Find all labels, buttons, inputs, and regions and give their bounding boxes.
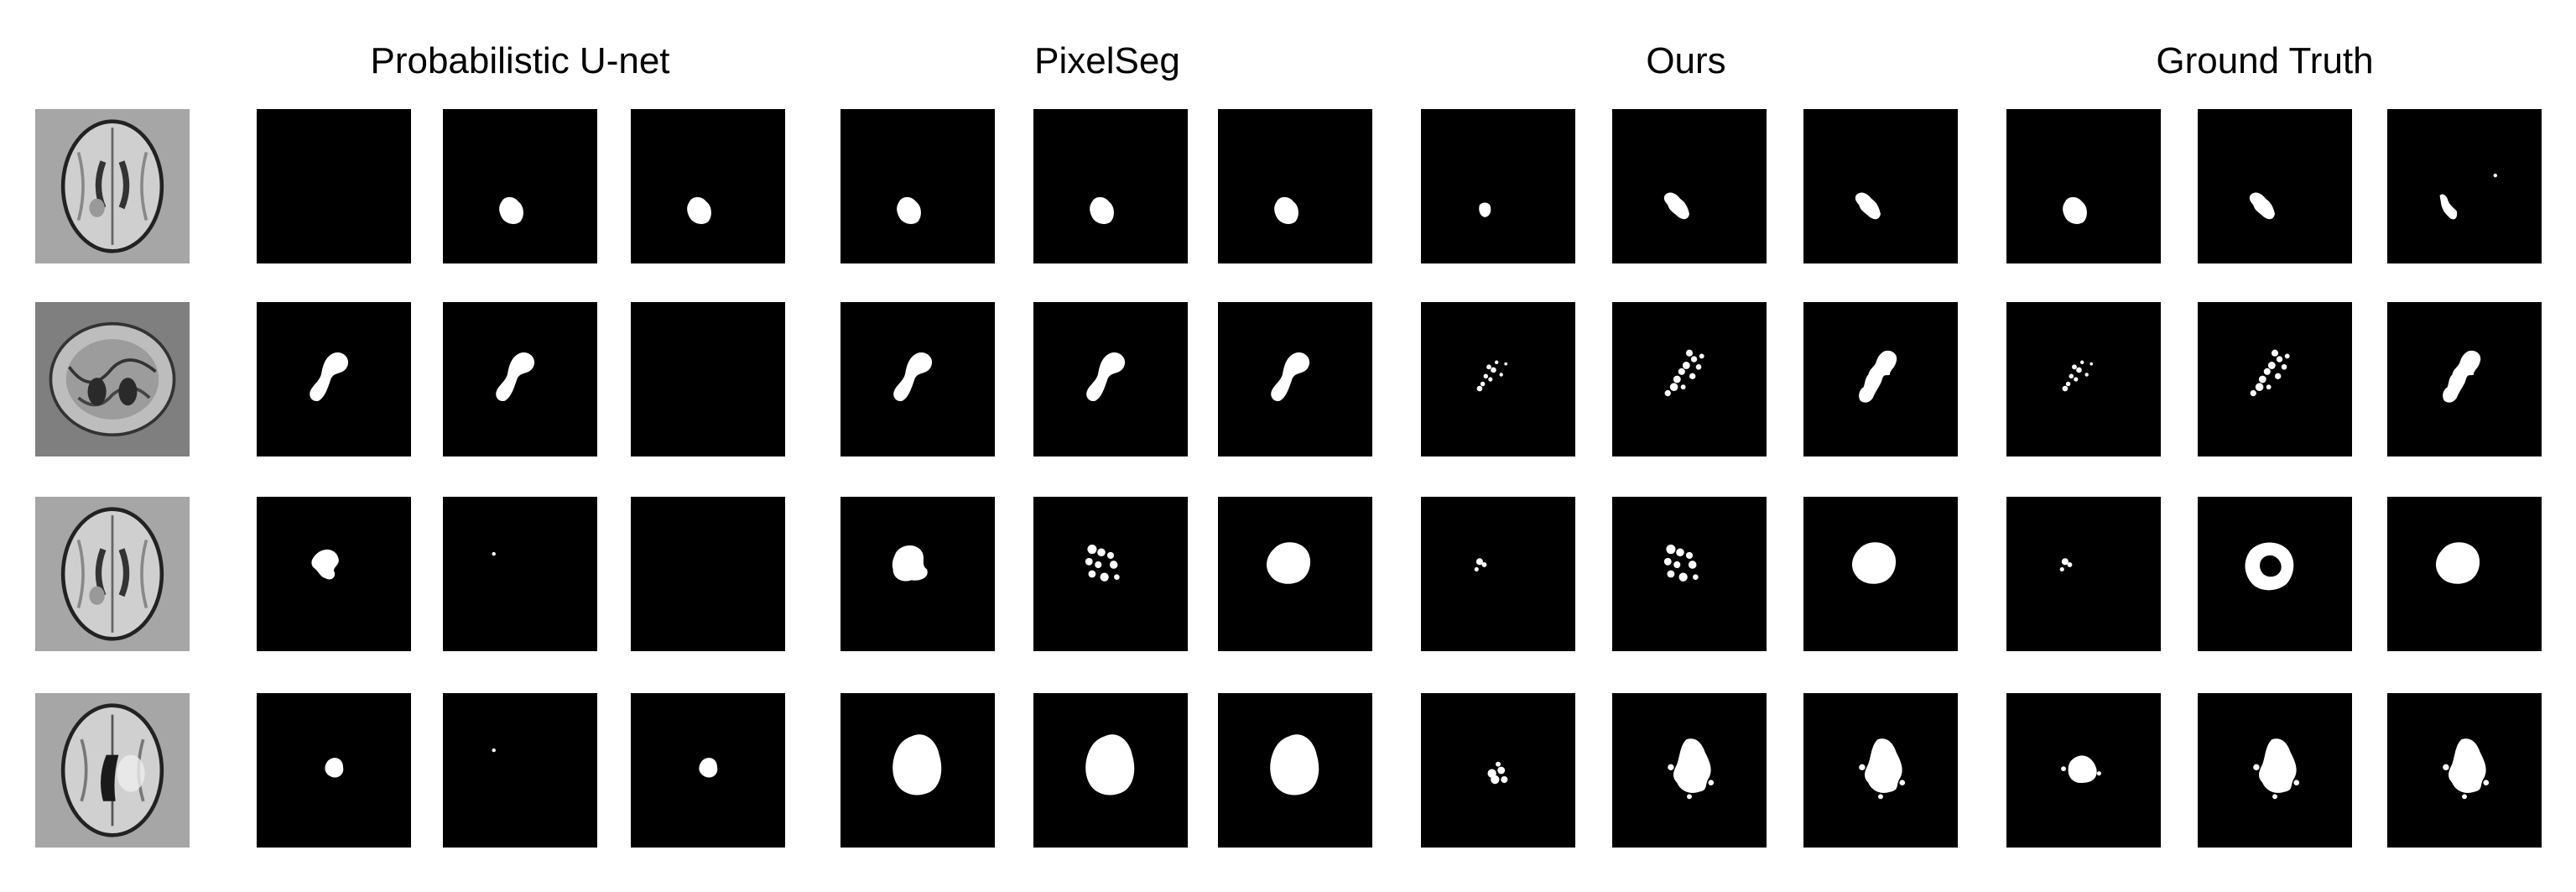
mask-gt-sample — [2006, 693, 2161, 848]
mask-pixelseg-sample — [840, 109, 995, 263]
mask-probunet-sample — [443, 693, 597, 848]
mask-probunet-sample — [631, 693, 785, 848]
mask-ours-sample — [1803, 693, 1958, 848]
mask-ours-sample — [1421, 109, 1575, 263]
mask-ours-sample — [1803, 497, 1958, 651]
mask-gt-sample — [2198, 302, 2352, 456]
mask-gt-sample — [2006, 109, 2161, 263]
mask-ours-sample — [1612, 302, 1767, 456]
mask-gt-sample — [2387, 497, 2542, 651]
mask-ours-sample — [1612, 109, 1767, 263]
mask-gt-sample — [2387, 693, 2542, 848]
mask-ours-sample — [1421, 302, 1575, 456]
mask-pixelseg-sample — [1033, 693, 1188, 848]
mask-gt-sample — [2198, 497, 2352, 651]
mask-probunet-sample — [257, 693, 411, 848]
header-ours: Ours — [1646, 40, 1726, 81]
mask-pixelseg-sample — [1218, 302, 1372, 456]
mask-pixelseg-sample — [1218, 693, 1372, 848]
mask-pixelseg-sample — [1033, 109, 1188, 263]
mask-gt-sample — [2006, 302, 2161, 456]
mask-gt-sample — [2198, 693, 2352, 848]
mask-ours-sample — [1421, 497, 1575, 651]
header-ground-truth: Ground Truth — [2156, 40, 2374, 81]
mask-pixelseg-sample — [840, 302, 995, 456]
mask-pixelseg-sample — [840, 693, 995, 848]
mri-input-image — [35, 109, 190, 263]
mask-gt-sample — [2387, 109, 2542, 263]
mask-probunet-sample — [443, 302, 597, 456]
mask-pixelseg-sample — [1033, 302, 1188, 456]
mask-ours-sample — [1612, 497, 1767, 651]
mask-pixelseg-sample — [1218, 497, 1372, 651]
mask-gt-sample — [2006, 497, 2161, 651]
mask-gt-sample — [2198, 109, 2352, 263]
mri-input-image — [35, 497, 190, 651]
mask-probunet-sample — [257, 109, 411, 263]
mask-pixelseg-sample — [840, 497, 995, 651]
mask-gt-sample — [2387, 302, 2542, 456]
mask-ours-sample — [1612, 693, 1767, 848]
mask-pixelseg-sample — [1218, 109, 1372, 263]
mask-probunet-sample — [631, 497, 785, 651]
header-probabilistic-unet: Probabilistic U-net — [370, 40, 670, 81]
mask-probunet-sample — [257, 302, 411, 456]
mask-probunet-sample — [443, 497, 597, 651]
mask-pixelseg-sample — [1033, 497, 1188, 651]
mask-probunet-sample — [257, 497, 411, 651]
mask-ours-sample — [1803, 302, 1958, 456]
mask-ours-sample — [1421, 693, 1575, 848]
mri-input-image — [35, 302, 190, 456]
mask-ours-sample — [1803, 109, 1958, 263]
mri-input-image — [35, 693, 190, 848]
mask-probunet-sample — [631, 109, 785, 263]
mask-probunet-sample — [631, 302, 785, 456]
header-pixelseg: PixelSeg — [1034, 40, 1180, 81]
mask-probunet-sample — [443, 109, 597, 263]
